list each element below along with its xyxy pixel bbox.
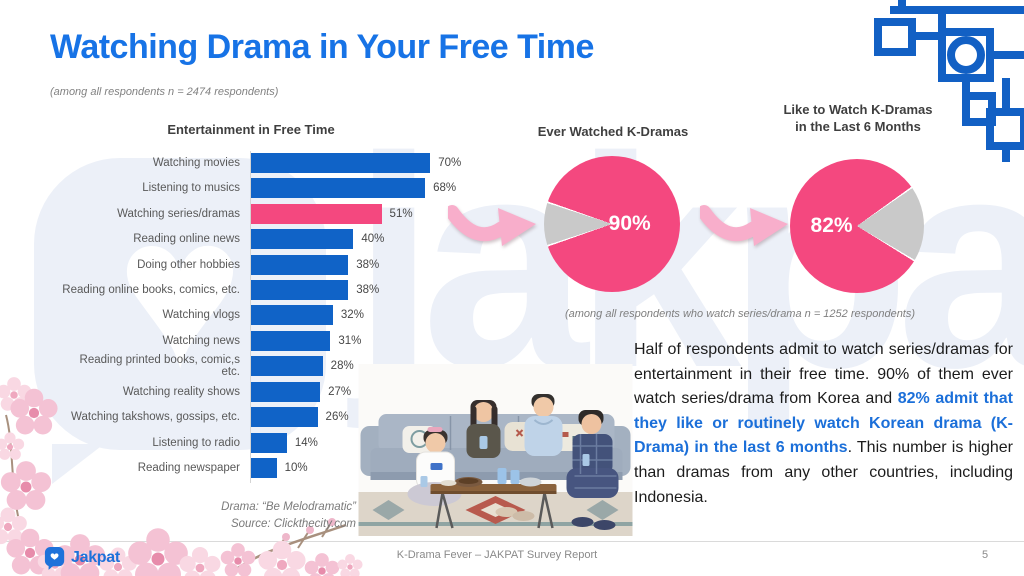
footer-divider [0, 541, 1024, 542]
paragraph-highlight: 82% admit that they like or routinely wa… [634, 390, 1014, 457]
arrow-icon [700, 205, 788, 246]
bar-category-label: Reading online books, comics, etc. [62, 283, 240, 296]
pie2-value-label: 82% [810, 214, 853, 237]
bar-row: Reading online news 40% [60, 226, 461, 251]
paragraph-part1: Half of respondents admit to watch serie… [634, 341, 1013, 408]
pies-caption: (among all respondents who watch series/… [564, 308, 916, 320]
bar-value-label: 32% [340, 309, 364, 322]
bar-value-label: 38% [356, 258, 380, 271]
bar-value-label: 10% [284, 462, 308, 475]
drama-scene-photo [358, 364, 633, 536]
bar [251, 152, 431, 173]
bar [251, 356, 323, 377]
bar-category-label: Watching movies [152, 156, 240, 169]
bar-value-label: 70% [438, 156, 462, 169]
bar [251, 254, 349, 275]
bar-row: Watching vlogs 32% [60, 303, 461, 328]
bar-category-label: Doing other hobbies [137, 258, 240, 271]
summary-paragraph: Half of respondents admit to watch serie… [634, 338, 1013, 510]
footer-report-title: K-Drama Fever – JAKPAT Survey Report [396, 549, 598, 561]
bar-category-label: Reading newspaper [137, 462, 240, 475]
photo-caption-line1: Drama: “Be Melodramatic” [221, 501, 356, 513]
bar [251, 178, 426, 199]
pie-2: 82% [790, 159, 924, 293]
bar-category-label: Listening to radio [152, 436, 240, 449]
pie1-value-label: 90% [608, 212, 651, 235]
bar-value-label: 26% [325, 411, 349, 424]
korean-lattice-ornament [874, 0, 1024, 162]
pie2-title-line2: in the Last 6 Months [795, 119, 921, 134]
arrow-icon [448, 205, 536, 246]
pie2-title-line1: Like to Watch K-Dramas [783, 102, 933, 117]
bar-value-label: 28% [330, 360, 354, 373]
bar-chart-title: Entertainment in Free Time [167, 122, 335, 137]
bar-value-label: 68% [433, 182, 457, 195]
bar-category-label: Watching takshows, gossips, etc. [71, 411, 240, 424]
bar-value-label: 38% [356, 283, 380, 296]
slide-subtitle: (among all respondents n = 2474 responde… [50, 86, 279, 98]
bar-category-label: Watching reality shows [122, 385, 240, 398]
slide-title: Watching Drama in Your Free Time [50, 28, 594, 66]
photo-caption-line2: Source: Clickthecity.com [230, 518, 356, 530]
bar-category-label: Watching news [162, 334, 240, 347]
bar-value-label: 40% [361, 233, 385, 246]
bar [251, 458, 277, 479]
jakpat-logo: Jakpat [44, 546, 120, 570]
jakpat-logo-text: Jakpat [71, 549, 120, 566]
bar-row: Watching movies 70% [60, 150, 461, 175]
bar-row: Listening to musics 68% [60, 175, 461, 200]
bar [251, 305, 333, 326]
bar-row: Watching series/dramas 51% [60, 201, 461, 226]
bar-row: Reading online books, comics, etc. 38% [60, 277, 461, 302]
paragraph-part2: . This number is higher than dramas from… [634, 439, 1013, 506]
bar-value-label: 27% [328, 385, 352, 398]
bar-category-label: Reading printed books, comic,s etc. [79, 354, 240, 379]
bar [251, 229, 354, 250]
bar-value-label: 31% [338, 334, 362, 347]
bar [251, 203, 382, 224]
bar [251, 407, 318, 428]
jakpat-logo-icon [44, 547, 65, 570]
bar [251, 432, 287, 453]
photo-caption: Drama: “Be Melodramatic” Source: Clickth… [166, 499, 356, 533]
pie2-title: Like to Watch K-Dramas in the Last 6 Mon… [760, 101, 956, 135]
bar-row: Watching news 31% [60, 328, 461, 353]
bar-category-label: Watching vlogs [162, 309, 240, 322]
page-number: 5 [982, 549, 989, 561]
pie-1: 90% [544, 156, 680, 292]
pie1-title: Ever Watched K-Dramas [537, 124, 689, 139]
bar [251, 330, 331, 351]
bar-value-label: 14% [294, 436, 318, 449]
bar [251, 381, 321, 402]
bar-row: Doing other hobbies 38% [60, 252, 461, 277]
bar-row: Reading newspaper 10% [60, 455, 461, 480]
bar-category-label: Listening to musics [142, 182, 240, 195]
bar-category-label: Watching series/dramas [117, 207, 240, 220]
bar [251, 279, 349, 300]
bar-category-label: Reading online news [133, 233, 240, 246]
bar-value-label: 51% [389, 207, 413, 220]
